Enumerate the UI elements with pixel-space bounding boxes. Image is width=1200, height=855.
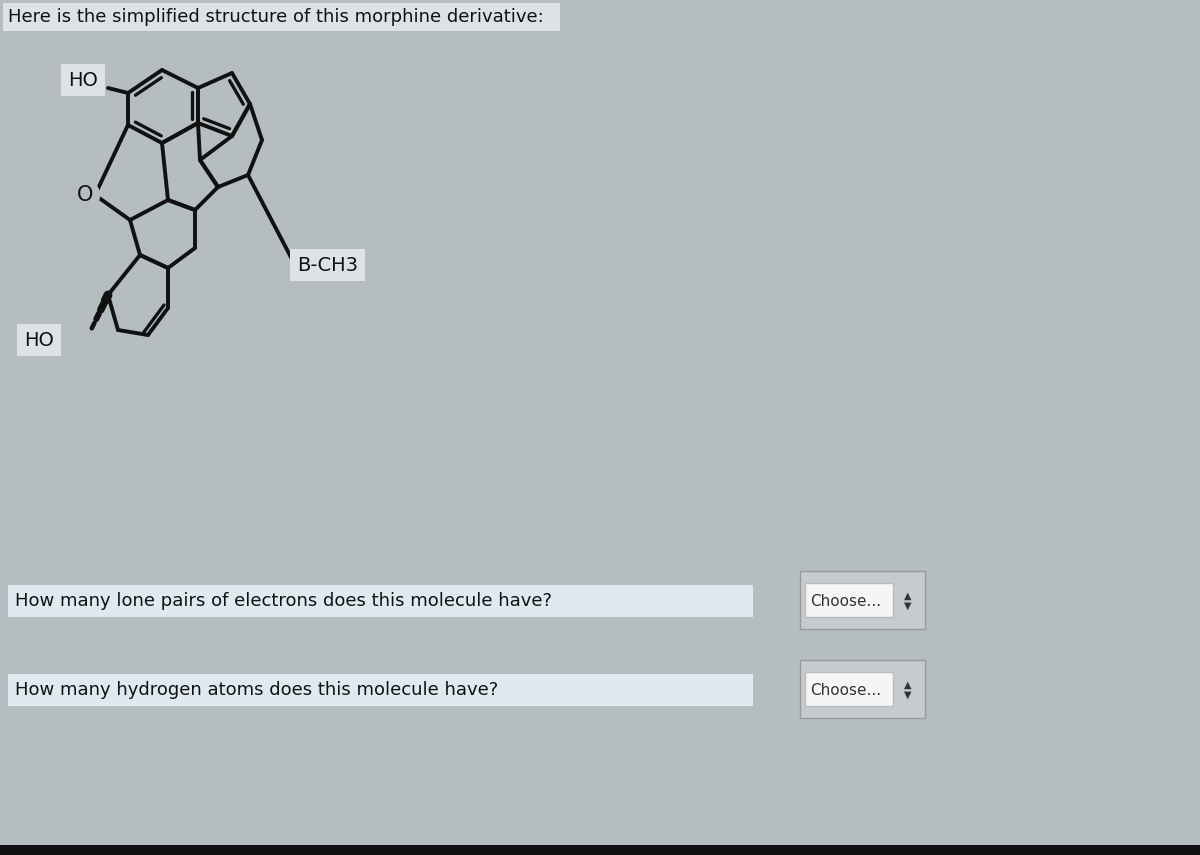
FancyBboxPatch shape — [8, 585, 754, 617]
Text: Choose...: Choose... — [810, 593, 881, 609]
Text: Choose...: Choose... — [810, 682, 881, 698]
Text: B-CH3: B-CH3 — [298, 256, 358, 274]
Text: HO: HO — [24, 331, 54, 350]
Text: Here is the simplified structure of this morphine derivative:: Here is the simplified structure of this… — [8, 8, 544, 26]
Text: How many hydrogen atoms does this molecule have?: How many hydrogen atoms does this molecu… — [14, 681, 498, 699]
FancyBboxPatch shape — [805, 583, 893, 617]
Text: How many lone pairs of electrons does this molecule have?: How many lone pairs of electrons does th… — [14, 592, 552, 610]
Text: ▼: ▼ — [905, 601, 912, 611]
Text: HO: HO — [68, 70, 98, 90]
FancyBboxPatch shape — [2, 3, 560, 31]
Bar — [0, 845, 1200, 855]
FancyBboxPatch shape — [800, 571, 925, 629]
FancyBboxPatch shape — [8, 674, 754, 706]
FancyBboxPatch shape — [805, 672, 893, 706]
Text: ▲: ▲ — [905, 680, 912, 690]
Text: ▼: ▼ — [905, 690, 912, 700]
FancyBboxPatch shape — [800, 660, 925, 718]
Text: ▲: ▲ — [905, 591, 912, 601]
Text: O: O — [77, 185, 94, 205]
